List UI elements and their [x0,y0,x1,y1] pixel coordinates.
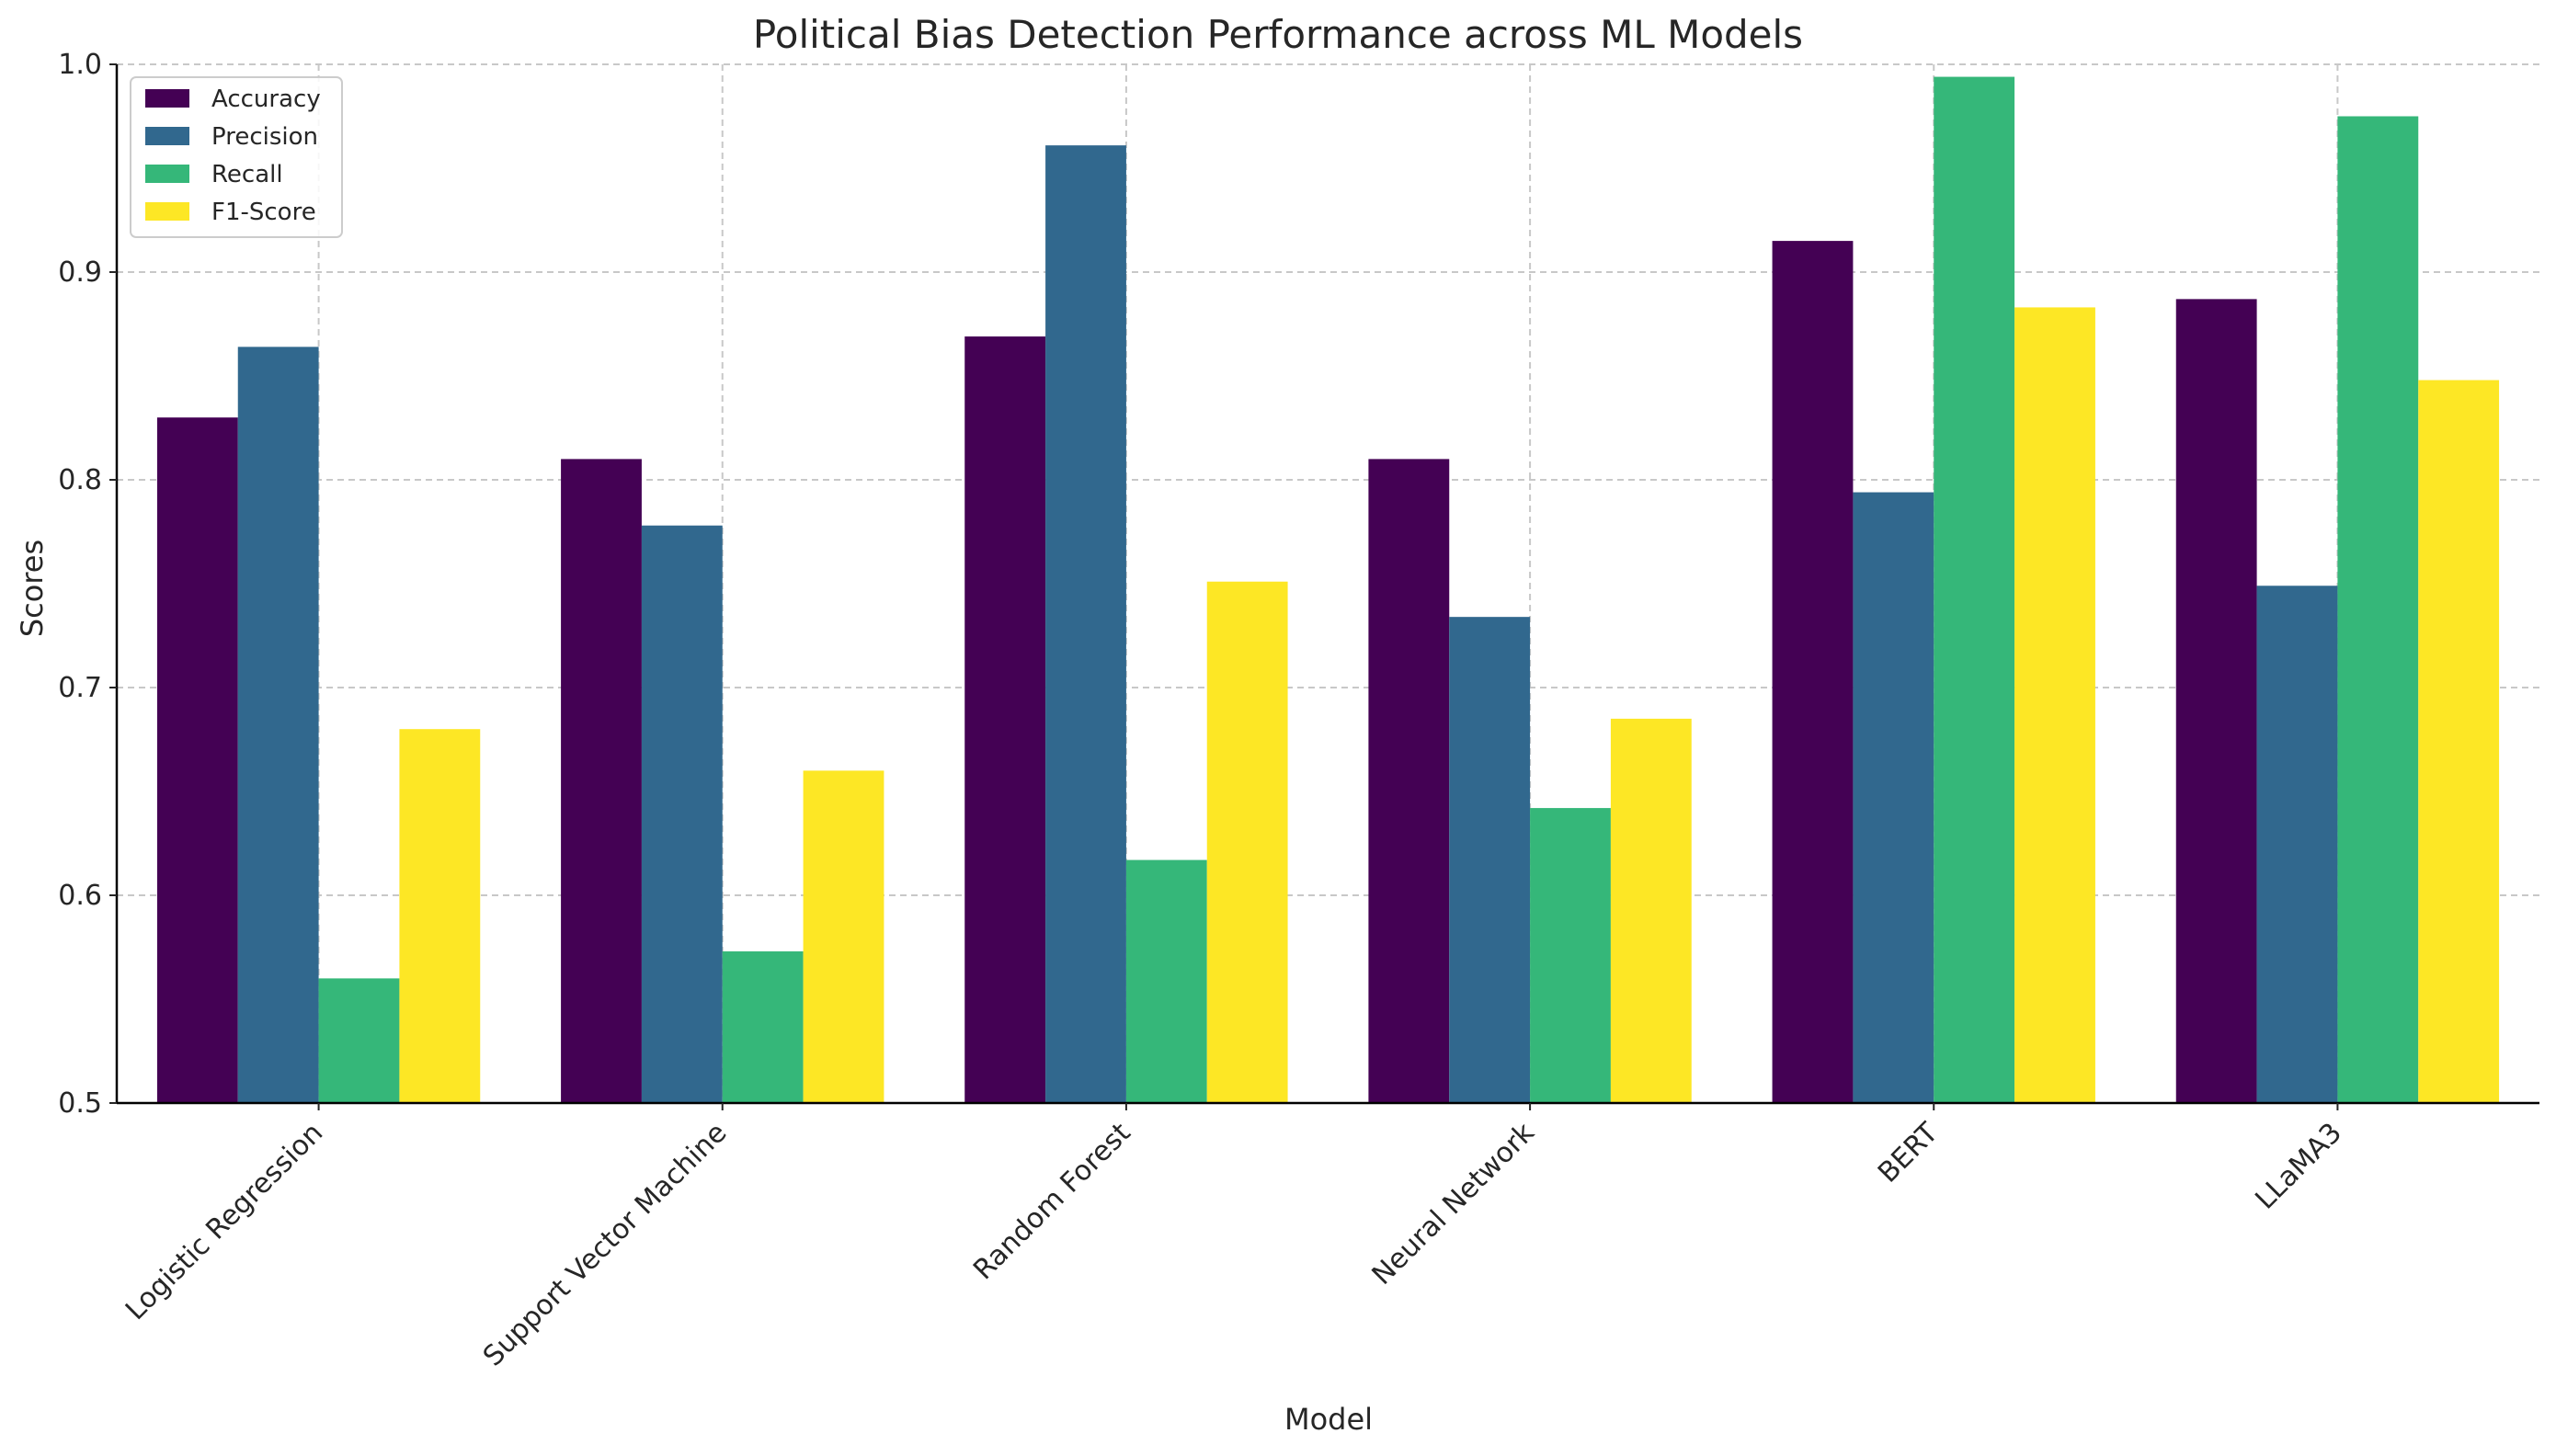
bar-accuracy-5 [2175,299,2257,1103]
legend-box [130,76,343,238]
chart-title: Political Bias Detection Performance acr… [753,12,1803,57]
y-axis-title: Scores [15,540,50,637]
bar-precision-1 [641,525,723,1103]
bar-f1-score-2 [1206,581,1288,1103]
x-axis-title: Model [1284,1402,1373,1437]
bar-recall-2 [1125,859,1207,1103]
y-tick-label: 0.7 [58,672,102,704]
x-tick-label: Neural Network [1366,1116,1541,1291]
bar-precision-3 [1449,617,1531,1103]
bar-accuracy-2 [964,336,1046,1103]
x-tick-label: Random Forest [967,1117,1137,1287]
bar-accuracy-4 [1772,241,1854,1104]
bar-f1-score-4 [2014,307,2095,1103]
bar-precision-2 [1045,145,1126,1103]
y-tick-label: 0.9 [58,256,102,289]
bar-accuracy-1 [561,459,642,1103]
bar-accuracy-0 [156,417,238,1103]
x-tick-label: BERT [1872,1116,1945,1189]
legend-swatch [145,165,189,183]
legend-swatch [145,202,189,221]
y-tick-label: 0.8 [58,464,102,496]
y-tick-label: 1.0 [58,49,102,81]
y-tick-label: 0.6 [58,880,102,912]
bar-recall-1 [722,951,804,1103]
bar-precision-4 [1853,492,1934,1103]
bar-f1-score-5 [2418,380,2500,1103]
legend-label: Recall [211,161,283,188]
bars-layer [156,76,2500,1104]
legend-label: F1-Score [211,199,316,226]
bar-accuracy-3 [1368,459,1450,1103]
legend-label: Precision [211,123,318,151]
bar-precision-0 [237,347,319,1103]
x-tick-label: LLaMA3 [2249,1117,2348,1216]
bar-recall-0 [318,978,400,1103]
bar-recall-4 [1934,76,2015,1103]
legend-label: Accuracy [211,85,321,113]
bar-precision-5 [2256,586,2338,1103]
bar-f1-score-1 [803,770,884,1103]
x-tick-label: Logistic Regression [120,1117,329,1326]
bar-f1-score-3 [1610,718,1692,1103]
legend-swatch [145,89,189,108]
bar-recall-3 [1530,808,1611,1103]
bar-f1-score-0 [399,729,481,1103]
axes-layer [115,64,2539,1105]
bar-recall-5 [2337,116,2419,1103]
legend: Accuracy Precision Recall F1-Score [130,76,343,238]
legend-swatch [145,127,189,145]
y-tick-label: 0.5 [58,1087,102,1120]
x-tick-label: Support Vector Machine [477,1117,733,1372]
